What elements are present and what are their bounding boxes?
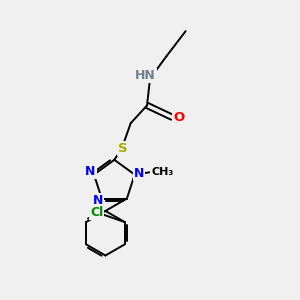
Text: S: S bbox=[118, 142, 128, 155]
Text: N: N bbox=[134, 167, 144, 180]
Text: HN: HN bbox=[135, 69, 156, 82]
Text: Cl: Cl bbox=[90, 206, 104, 219]
Text: N: N bbox=[93, 194, 104, 206]
Text: N: N bbox=[85, 165, 96, 178]
Text: O: O bbox=[173, 111, 184, 124]
Text: CH₃: CH₃ bbox=[151, 167, 173, 177]
